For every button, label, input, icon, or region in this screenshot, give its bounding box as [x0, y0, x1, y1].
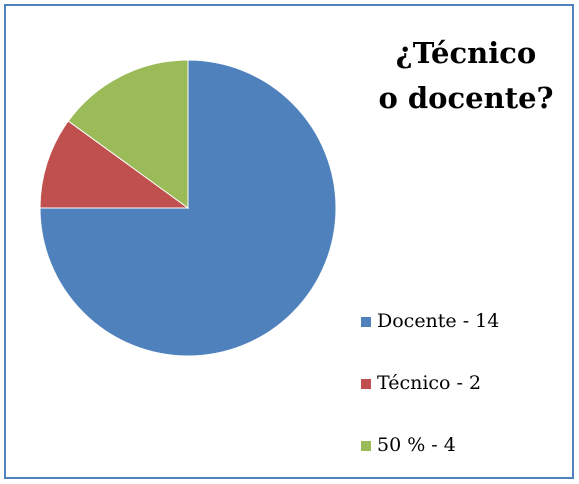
pie-slice	[39, 120, 190, 209]
pie-slice	[67, 59, 189, 209]
legend-label: Docente - 14	[377, 310, 499, 332]
legend-label: 50 % - 4	[377, 434, 456, 456]
legend-label: Técnico - 2	[377, 372, 481, 394]
legend-swatch	[361, 379, 371, 389]
legend-swatch	[361, 441, 371, 451]
legend-swatch	[361, 317, 371, 327]
chart-title: ¿Técnico	[396, 36, 536, 70]
chart-title: o docente?	[378, 81, 553, 115]
